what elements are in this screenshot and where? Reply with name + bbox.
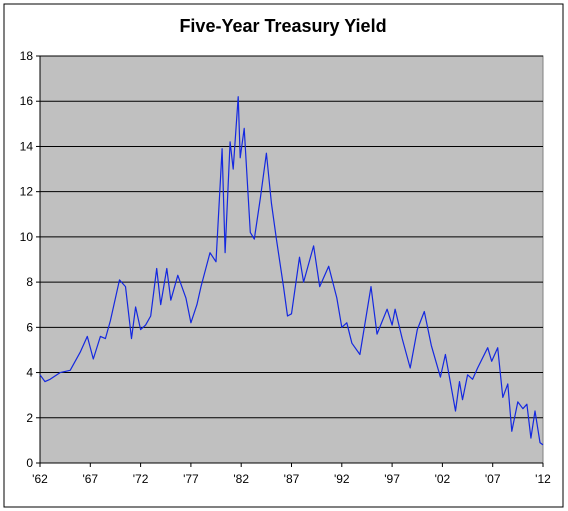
x-tick-label: '92 <box>334 472 350 486</box>
y-tick-label: 0 <box>26 456 33 470</box>
x-tick-label: '07 <box>485 472 501 486</box>
x-tick-label: '77 <box>183 472 199 486</box>
y-tick-label: 2 <box>26 411 33 425</box>
chart-title: Five-Year Treasury Yield <box>179 16 386 36</box>
y-tick-label: 6 <box>26 320 33 334</box>
y-tick-label: 18 <box>20 49 34 63</box>
y-tick-label: 12 <box>20 185 34 199</box>
x-tick-label: '87 <box>284 472 300 486</box>
data-line <box>39 96 544 446</box>
y-tick-label: 16 <box>20 94 34 108</box>
x-tick-label: '82 <box>233 472 249 486</box>
x-tick-label: '12 <box>535 472 551 486</box>
y-tick-label: 8 <box>26 275 33 289</box>
x-tick-label: '97 <box>384 472 400 486</box>
y-tick-label: 14 <box>20 139 34 153</box>
y-tick-label: 4 <box>26 366 33 380</box>
plot-area <box>39 55 544 464</box>
x-tick-label: '62 <box>32 472 48 486</box>
x-tick-label: '67 <box>82 472 98 486</box>
x-tick-label: '02 <box>435 472 451 486</box>
x-tick-label: '72 <box>133 472 149 486</box>
y-tick-label: 10 <box>20 230 34 244</box>
